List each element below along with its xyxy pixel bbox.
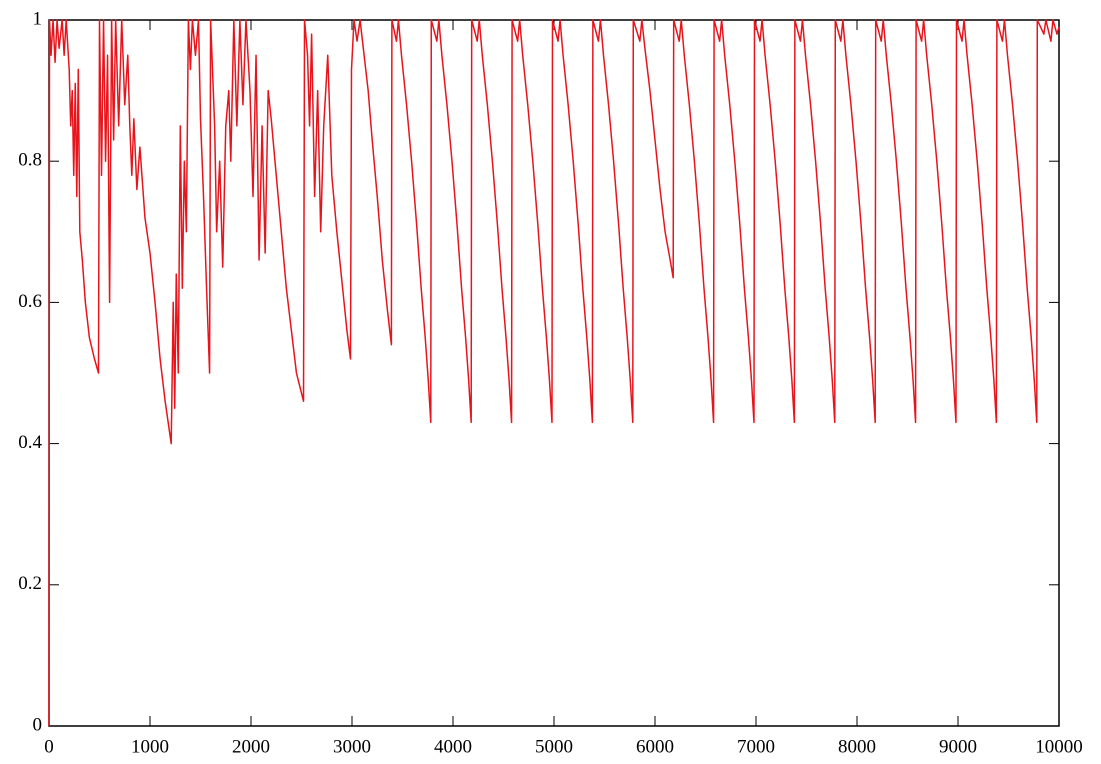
data-line <box>48 19 1060 727</box>
x-tick-label: 3000 <box>333 736 371 757</box>
y-tick-label: 0.6 <box>18 291 42 312</box>
x-tick-label: 8000 <box>838 736 876 757</box>
y-tick-label: 1 <box>33 8 43 29</box>
x-tick-label: 4000 <box>434 736 472 757</box>
x-tick-label: 9000 <box>939 736 977 757</box>
x-tick-label: 6000 <box>636 736 674 757</box>
x-tick-label: 2000 <box>232 736 270 757</box>
x-tick-label: 5000 <box>535 736 573 757</box>
x-tick-label: 7000 <box>737 736 775 757</box>
y-tick-label: 0.2 <box>18 573 42 594</box>
y-tick-label: 0.8 <box>18 150 42 171</box>
x-tick-label: 0 <box>44 736 54 757</box>
x-tick-label: 10000 <box>1035 736 1083 757</box>
y-tick-label: 0 <box>33 714 43 735</box>
y-tick-label: 0.4 <box>18 432 42 453</box>
x-tick-label: 1000 <box>131 736 169 757</box>
